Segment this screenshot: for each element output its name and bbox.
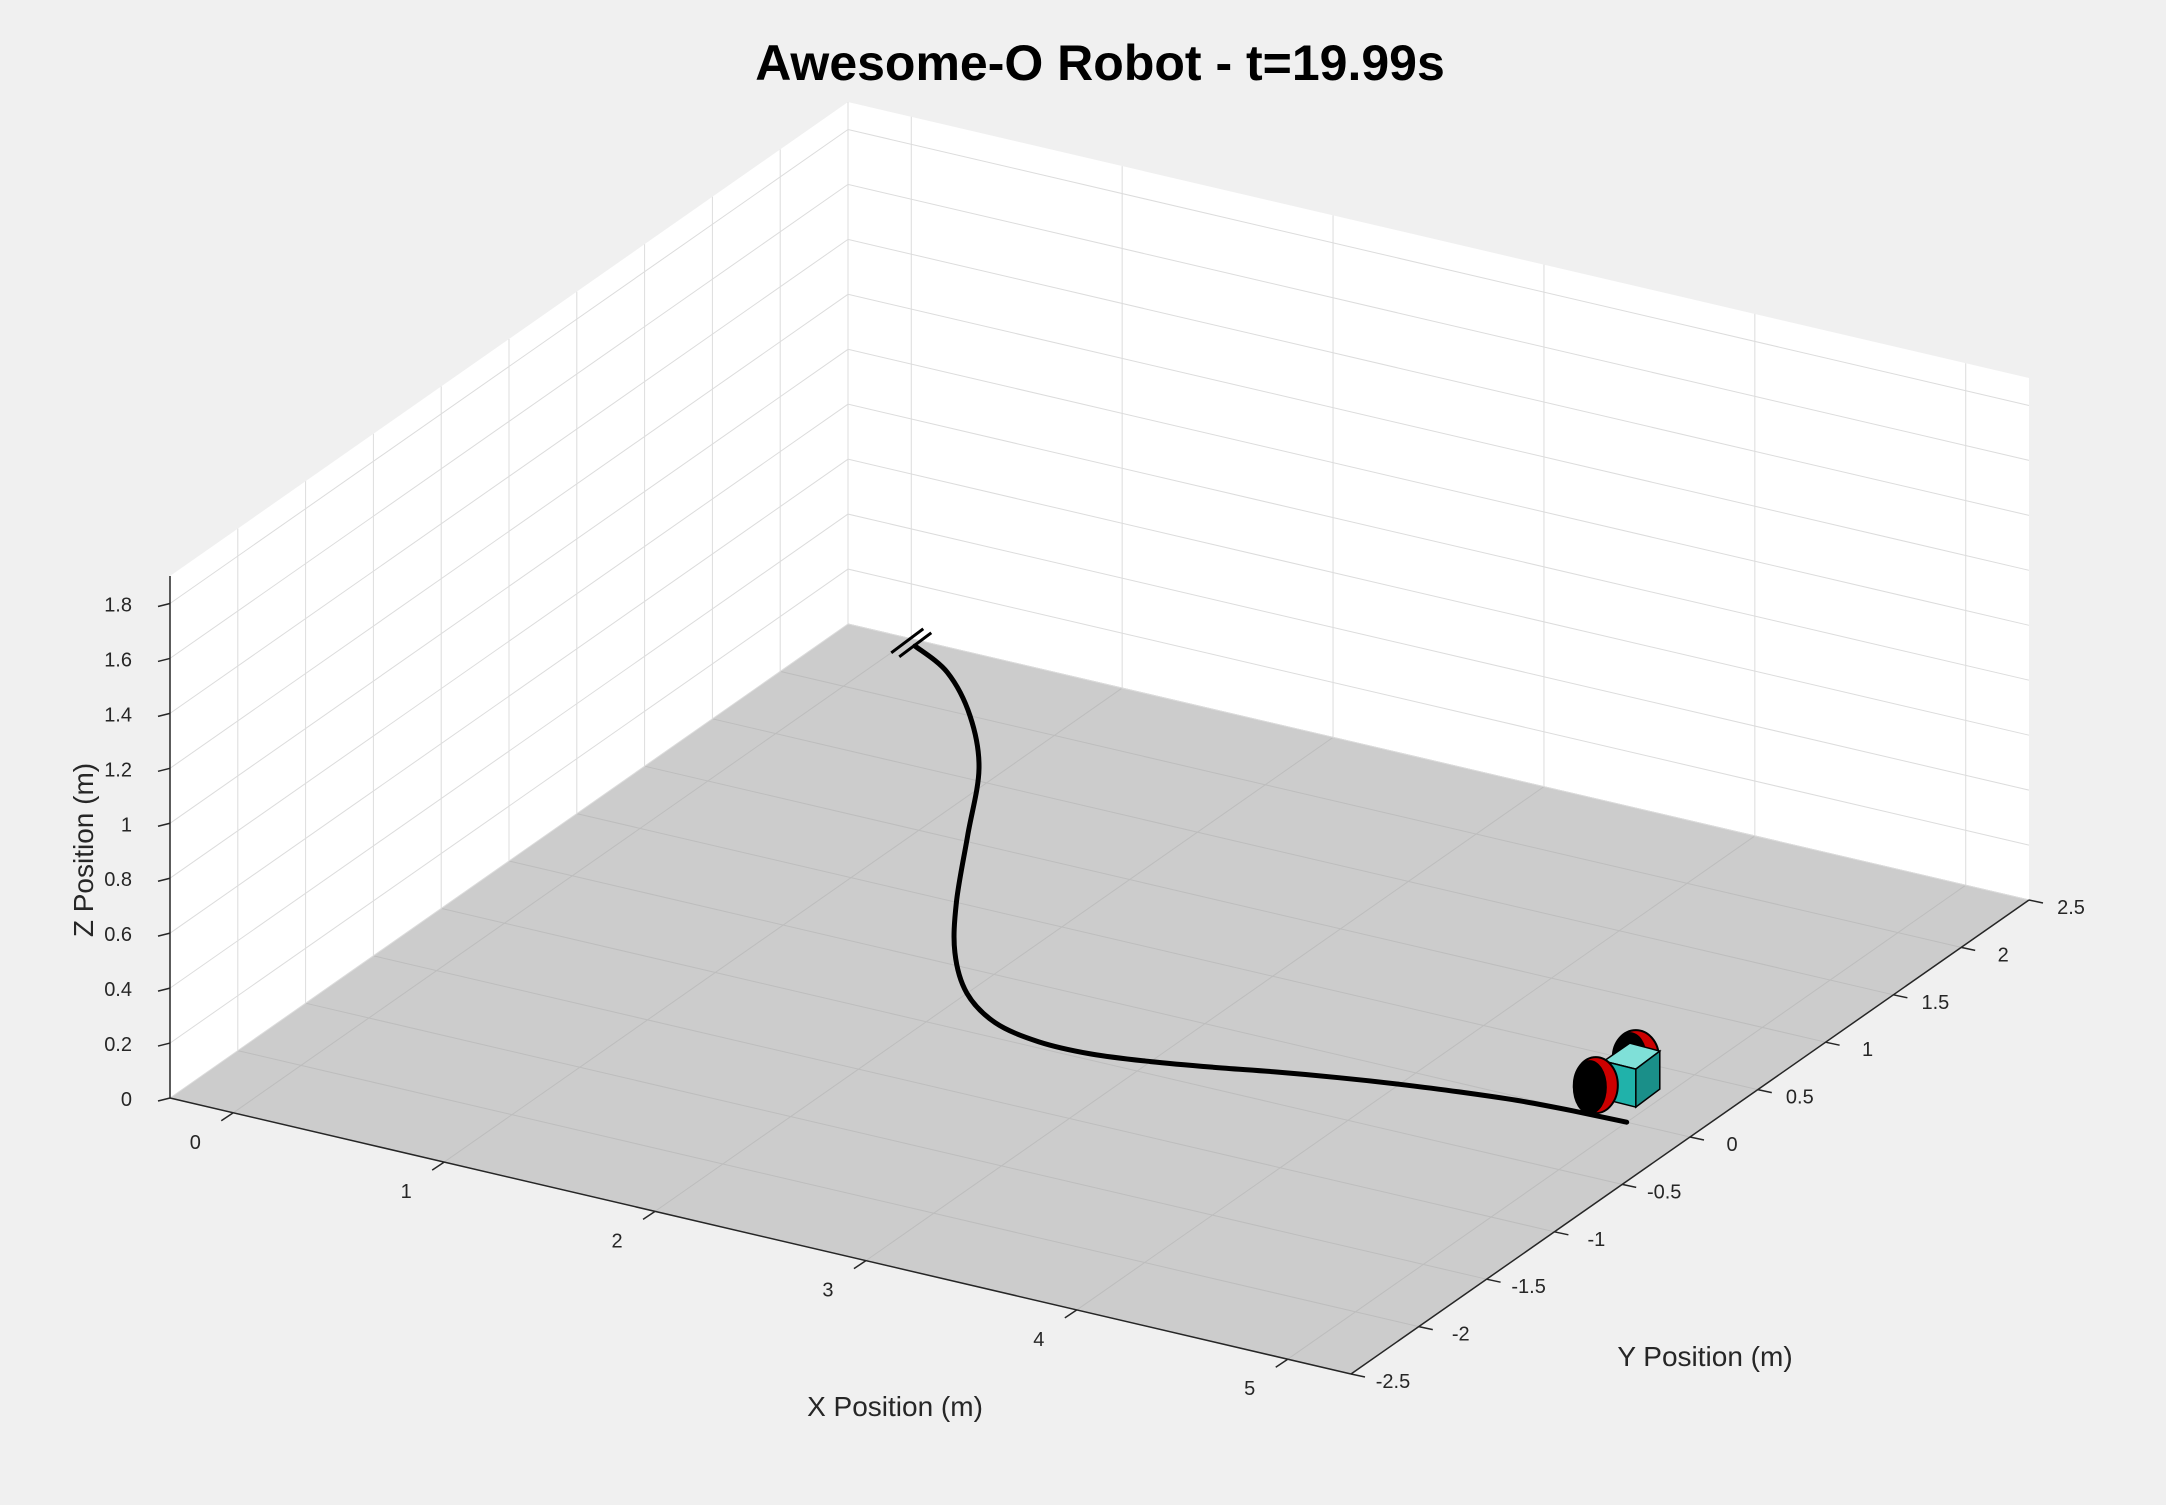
z-tick-label: 1 (121, 814, 132, 836)
z-grid-5 (169, 348, 2030, 824)
x-tick-4 (1064, 1309, 1078, 1319)
x-axis-line (169, 1097, 1352, 1375)
z-grid-6 (169, 293, 2030, 769)
y-tick-8 (1893, 994, 1908, 999)
x-tick-1 (431, 1161, 445, 1171)
grid-lines (169, 102, 2030, 1375)
z-tick-2 (157, 987, 171, 992)
y-tick-label: 1.5 (1921, 992, 1949, 1014)
y-tick-label: 2.5 (2057, 897, 2085, 919)
z-grid-3 (169, 458, 2030, 934)
z-tick-5 (157, 822, 171, 827)
z-tick-label: 0.4 (104, 979, 132, 1001)
z-tick-label: 1.8 (104, 594, 132, 616)
start-marker-a (890, 627, 925, 654)
x-tick-label: 5 (1244, 1378, 1255, 1400)
z-tick-label: 1.6 (104, 649, 132, 671)
y-tick-4 (1622, 1183, 1637, 1189)
y-tick-label: -1.5 (1511, 1276, 1545, 1298)
z-tick-1 (157, 1042, 171, 1047)
z-tick-label: 0.8 (104, 869, 132, 891)
y-tick-10 (2028, 899, 2044, 904)
z-tick-label: 0.6 (104, 924, 132, 946)
y-grid-floor-8 (712, 718, 1894, 996)
y-tick-6 (1757, 1088, 1772, 1094)
z-tick-label: 0 (121, 1089, 132, 1111)
y-tick-label: -2 (1452, 1324, 1470, 1346)
y-tick-0 (1350, 1373, 1366, 1378)
y-grid-floor-5 (508, 860, 1691, 1138)
x-tick-2 (642, 1210, 656, 1220)
y-tick-3 (1554, 1231, 1569, 1236)
start-marker-b (898, 631, 933, 658)
z-grid-8 (169, 183, 2030, 659)
y-grid-floor-1 (237, 1050, 1419, 1328)
y-tick-label: 0.5 (1786, 1087, 1814, 1109)
chart-title: Awesome-O Robot - t=19.99s (755, 35, 1445, 91)
y-tick-label: -2.5 (1376, 1371, 1410, 1393)
x-tick-0 (220, 1112, 234, 1122)
y-grid-floor-3 (373, 955, 1555, 1233)
tick-labels: 0 1 2 3 4 5 -2.5 -2 -1.5 -1 -0.5 0 0.5 1 1.5 2 2.5 0 0.2 0.… (104, 594, 2085, 1400)
z-grid-7 (169, 238, 2030, 714)
z-axis-label: Z Position (m) (68, 763, 99, 937)
robot-wheel-front (1572, 1060, 1607, 1115)
y-grid-floor-7 (644, 765, 1826, 1043)
z-grid-9 (169, 128, 2030, 604)
y-grid-floor-9 (780, 670, 1962, 948)
z-tick-6 (157, 767, 171, 773)
x-tick-3 (853, 1260, 867, 1270)
y-tick-label: 0 (1726, 1134, 1737, 1156)
y-tick-7 (1825, 1041, 1840, 1046)
x-tick-label: 2 (611, 1230, 622, 1252)
x-tick-label: 0 (190, 1132, 201, 1154)
trajectory-line-0 (912, 643, 1630, 1125)
z-tick-9 (157, 602, 171, 608)
back-wall-xz (848, 102, 2029, 900)
z-tick-label: 1.4 (104, 704, 132, 726)
robot-model (1572, 1029, 1662, 1115)
z-tick-label: 1.2 (104, 759, 132, 781)
z-tick-8 (157, 657, 171, 663)
x-tick-label: 3 (822, 1280, 833, 1302)
z-tick-0 (157, 1097, 171, 1102)
z-tick-3 (157, 932, 171, 937)
z-tick-label: 0.2 (104, 1034, 132, 1056)
y-grid-floor-6 (576, 813, 1758, 1091)
y-axis-label: Y Position (m) (1617, 1341, 1792, 1372)
y-tick-label: 2 (1998, 944, 2009, 966)
y-tick-5 (1689, 1136, 1705, 1141)
z-tick-7 (157, 712, 171, 718)
x-axis-label: X Position (m) (807, 1391, 983, 1422)
z-grid-2 (169, 513, 2030, 989)
y-tick-label: -0.5 (1647, 1181, 1681, 1203)
y-tick-1 (1418, 1325, 1433, 1331)
z-grid-4 (169, 403, 2030, 879)
y-tick-label: 1 (1862, 1039, 1873, 1061)
y-tick-9 (1961, 946, 1976, 952)
z-grid-0 (169, 623, 2030, 1099)
x-tick-label: 1 (401, 1181, 412, 1203)
z-tick-4 (157, 877, 171, 882)
y-tick-2 (1486, 1278, 1501, 1283)
trajectory-series (890, 627, 1630, 1125)
axis-lines (157, 576, 2044, 1378)
y-tick-label: -1 (1588, 1229, 1606, 1251)
y-grid-floor-2 (305, 1002, 1487, 1280)
x-tick-label: 4 (1033, 1329, 1044, 1351)
x-tick-5 (1275, 1358, 1289, 1368)
y-grid-floor-4 (441, 907, 1623, 1185)
z-grid-1 (169, 568, 2030, 1044)
